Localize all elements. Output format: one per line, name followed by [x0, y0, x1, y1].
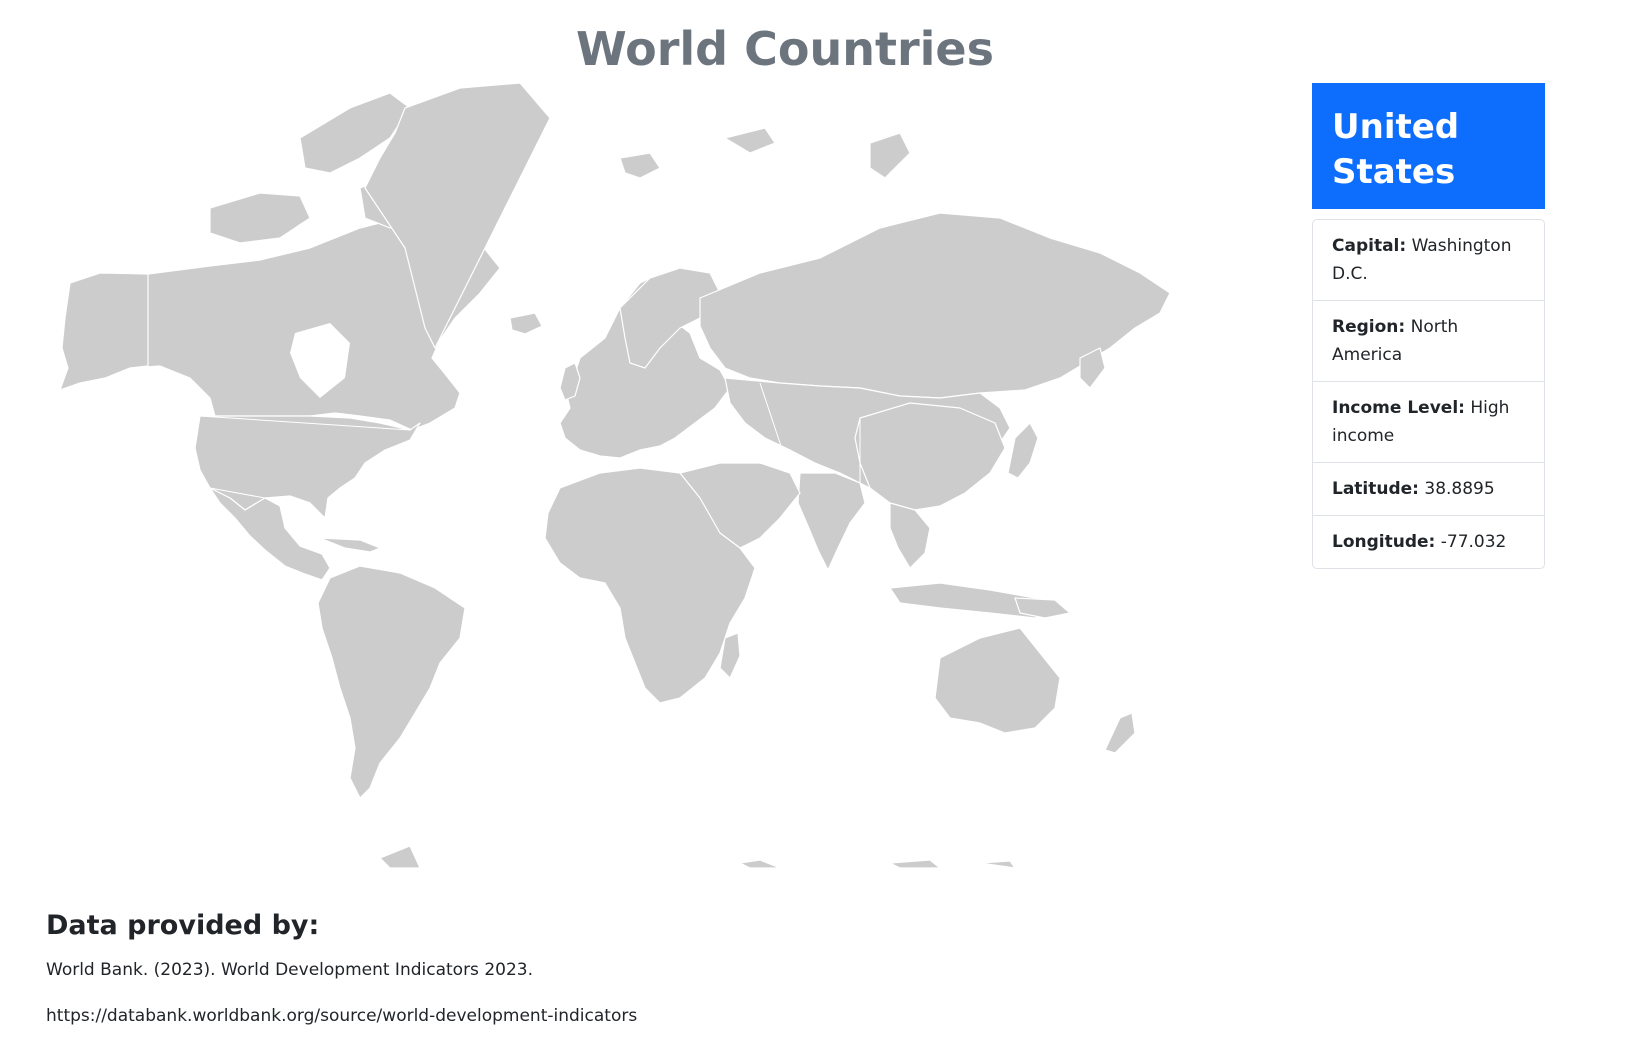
country-new-zealand[interactable]: [1104, 712, 1136, 754]
border-lines: [147, 274, 861, 499]
region-caribbean[interactable]: [319, 537, 381, 553]
detail-label: Income Level:: [1332, 398, 1465, 418]
region-franz-josef[interactable]: [724, 127, 776, 154]
region-scandinavia[interactable]: [619, 267, 721, 369]
detail-capital: Capital: Washington D.C.: [1313, 220, 1544, 301]
country-iceland[interactable]: [509, 312, 543, 335]
country-australia[interactable]: [934, 627, 1061, 734]
data-source-heading: Data provided by:: [46, 910, 320, 941]
world-map[interactable]: [60, 78, 1240, 908]
country-india[interactable]: [797, 472, 866, 571]
region-canada-islands[interactable]: [209, 192, 311, 244]
region-southeast-asia[interactable]: [889, 502, 931, 569]
country-info-card: United States Capital: Washington D.C. R…: [1312, 83, 1545, 569]
detail-value: High income: [1332, 398, 1510, 446]
country-united-kingdom[interactable]: [559, 362, 581, 401]
country-greenland[interactable]: [364, 82, 551, 349]
data-source-footer: Data provided by: World Bank. (2023). Wo…: [46, 908, 946, 1050]
detail-label: Capital:: [1332, 236, 1407, 256]
region-papua[interactable]: [1014, 597, 1071, 619]
detail-value: Washington D.C.: [1332, 236, 1512, 284]
page-title: World Countries: [576, 22, 994, 76]
detail-region: Region: North America: [1313, 301, 1544, 382]
region-arctic-islands[interactable]: [299, 92, 411, 174]
detail-value: 38.8895: [1424, 479, 1495, 499]
data-source-url: https://databank.worldbank.org/source/wo…: [46, 1006, 638, 1026]
region-kamchatka[interactable]: [1079, 347, 1106, 389]
detail-label: Region:: [1332, 317, 1406, 337]
region-antarctica-east[interactable]: [739, 859, 1016, 869]
detail-longitude: Longitude: -77.032: [1313, 516, 1544, 568]
region-svalbard[interactable]: [619, 152, 661, 179]
continent-south-america[interactable]: [317, 565, 466, 799]
country-japan[interactable]: [1007, 422, 1039, 479]
detail-label: Latitude:: [1332, 479, 1419, 499]
country-usa-alaska[interactable]: [60, 272, 149, 391]
detail-label: Longitude:: [1332, 532, 1436, 552]
detail-income-level: Income Level: High income: [1313, 382, 1544, 463]
country-china[interactable]: [854, 402, 1006, 511]
data-source-citation: World Bank. (2023). World Development In…: [46, 960, 533, 980]
region-antarctica[interactable]: [379, 845, 421, 869]
hudson-bay: [290, 323, 350, 398]
region-severnaya[interactable]: [869, 132, 911, 179]
detail-latitude: Latitude: 38.8895: [1313, 463, 1544, 516]
detail-value: -77.032: [1440, 532, 1507, 552]
country-madagascar[interactable]: [719, 632, 741, 679]
country-name-header: United States: [1312, 83, 1545, 209]
world-map-svg[interactable]: [60, 78, 1240, 908]
country-details-list: Capital: Washington D.C. Region: North A…: [1312, 219, 1545, 569]
detail-value: North America: [1332, 317, 1459, 365]
country-mexico[interactable]: [209, 487, 331, 581]
